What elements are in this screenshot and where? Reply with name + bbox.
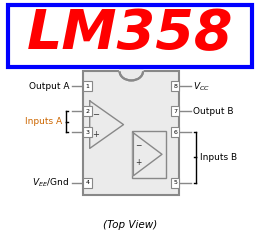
Text: 7: 7: [173, 109, 177, 114]
Text: 2: 2: [85, 109, 89, 114]
Bar: [171, 127, 179, 137]
Polygon shape: [133, 133, 162, 176]
Text: +: +: [92, 130, 99, 139]
Bar: [171, 81, 179, 91]
Text: Inputs B: Inputs B: [200, 153, 237, 162]
Bar: [83, 127, 92, 137]
Text: 4: 4: [85, 180, 89, 185]
Ellipse shape: [120, 62, 143, 80]
Text: Output B: Output B: [193, 106, 234, 115]
Text: −: −: [92, 111, 99, 120]
Text: 5: 5: [173, 180, 177, 185]
Text: 6: 6: [173, 129, 177, 134]
Text: Output A: Output A: [29, 82, 69, 91]
Text: 3: 3: [85, 129, 89, 134]
Bar: [83, 81, 92, 91]
Text: −: −: [135, 141, 142, 150]
Bar: [83, 106, 92, 116]
Text: $V_{EE}$/Gnd: $V_{EE}$/Gnd: [32, 177, 69, 189]
Text: Inputs A: Inputs A: [25, 117, 62, 126]
Text: $V_{CC}$: $V_{CC}$: [193, 80, 210, 93]
Text: LM358: LM358: [27, 8, 233, 61]
Text: (Top View): (Top View): [103, 220, 157, 230]
Bar: [171, 178, 179, 188]
Polygon shape: [90, 101, 124, 149]
Bar: [132, 130, 166, 178]
Text: 8: 8: [173, 84, 177, 89]
Bar: [83, 71, 179, 195]
Bar: [83, 178, 92, 188]
Text: 1: 1: [86, 84, 89, 89]
Text: +: +: [135, 158, 142, 167]
FancyBboxPatch shape: [8, 5, 252, 67]
Bar: [171, 106, 179, 116]
